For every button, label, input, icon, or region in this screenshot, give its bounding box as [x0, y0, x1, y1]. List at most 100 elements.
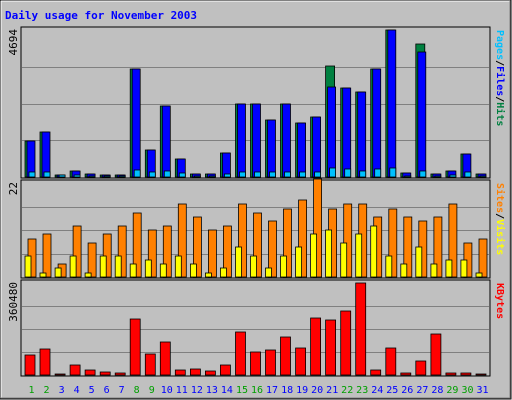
day-label-4: 4 — [74, 385, 80, 396]
day-label-22: 22 — [341, 385, 353, 396]
bar-sites-day-2 — [39, 272, 47, 278]
bar-pages-day-13 — [208, 175, 216, 178]
bar-pages-day-2 — [43, 171, 51, 178]
day-label-14: 14 — [221, 385, 233, 396]
bar-files-day-21 — [327, 86, 337, 178]
bar-visits-day-19 — [298, 199, 308, 278]
bar-pages-day-22 — [344, 168, 352, 178]
panel-frame — [20, 179, 491, 279]
day-label-5: 5 — [89, 385, 95, 396]
bar-kbytes-day-23 — [355, 282, 367, 376]
bar-kbytes-day-12 — [189, 368, 201, 376]
bar-files-day-20 — [312, 116, 322, 178]
bar-visits-day-20 — [313, 178, 323, 278]
day-label-13: 13 — [206, 385, 218, 396]
bar-kbytes-day-28 — [430, 333, 442, 376]
day-label-23: 23 — [356, 385, 368, 396]
bar-pages-day-15 — [239, 171, 246, 178]
bar-pages-day-10 — [163, 170, 171, 178]
bar-files-day-10 — [161, 105, 171, 178]
bar-files-day-8 — [131, 68, 141, 178]
panel-visits: 22 Sites/Visits — [7, 178, 506, 279]
bar-files-day-19 — [297, 122, 307, 178]
bar-visits-day-29 — [448, 203, 458, 278]
bar-pages-day-18 — [284, 171, 291, 178]
bar-kbytes-day-19 — [295, 347, 307, 376]
panel-frame — [20, 279, 491, 377]
bar-kbytes-day-29 — [445, 372, 457, 376]
bar-pages-day-1 — [28, 171, 36, 178]
bar-kbytes-day-10 — [159, 341, 171, 376]
y-axis-max-label: 360480 — [7, 282, 20, 322]
day-label-29: 29 — [446, 385, 458, 396]
bar-sites-day-13 — [204, 272, 212, 278]
bar-sites-day-22 — [340, 242, 348, 278]
bar-visits-day-5 — [87, 242, 97, 278]
bar-files-day-16 — [252, 103, 261, 178]
bar-visits-day-16 — [253, 212, 262, 278]
bar-sites-day-4 — [69, 255, 77, 278]
bar-kbytes-day-8 — [129, 318, 141, 376]
bar-pages-day-27 — [419, 170, 427, 178]
bar-visits-day-2 — [42, 233, 52, 278]
bar-visits-day-18 — [283, 208, 292, 278]
bar-sites-day-16 — [250, 255, 257, 278]
day-label-15: 15 — [236, 385, 248, 396]
bar-visits-day-31 — [478, 238, 488, 278]
bar-files-day-17 — [267, 119, 276, 178]
bar-pages-day-26 — [404, 175, 412, 178]
bar-sites-day-3 — [54, 267, 62, 278]
bar-kbytes-day-1 — [24, 354, 36, 376]
bar-pages-day-24 — [374, 168, 382, 178]
bar-pages-day-14 — [223, 173, 231, 178]
bar-kbytes-day-25 — [385, 347, 397, 376]
bar-kbytes-day-30 — [460, 372, 472, 376]
bar-pages-day-17 — [269, 171, 276, 178]
bar-sites-day-19 — [295, 246, 303, 278]
legend-label-visits: Sites/Visits — [494, 183, 506, 255]
day-label-31: 31 — [476, 385, 488, 396]
bar-kbytes-day-3 — [54, 373, 66, 376]
bar-sites-day-31 — [475, 272, 483, 278]
bar-sites-day-6 — [99, 255, 107, 278]
y-axis-max-label: 4694 — [7, 29, 20, 56]
bar-visits-day-4 — [72, 225, 82, 278]
bar-files-day-14 — [221, 152, 231, 178]
bar-kbytes-day-7 — [114, 372, 126, 376]
bar-files-day-27 — [417, 51, 427, 178]
legend-label-hits: Pages/Files/Hits — [494, 30, 506, 126]
day-label-3: 3 — [59, 385, 65, 396]
bar-visits-day-15 — [238, 203, 247, 278]
bar-pages-day-31 — [479, 175, 487, 178]
bar-pages-day-8 — [133, 169, 141, 178]
bar-kbytes-day-5 — [84, 369, 96, 376]
bar-pages-day-30 — [464, 171, 472, 178]
bar-kbytes-day-22 — [340, 310, 352, 376]
bar-kbytes-day-20 — [310, 317, 322, 376]
day-label-20: 20 — [311, 385, 323, 396]
bar-visits-day-25 — [388, 208, 398, 278]
bar-visits-day-6 — [102, 233, 112, 278]
bar-kbytes-day-13 — [204, 370, 216, 376]
day-label-6: 6 — [104, 385, 110, 396]
day-label-21: 21 — [326, 385, 338, 396]
bar-kbytes-day-21 — [325, 319, 337, 376]
bar-pages-day-7 — [118, 175, 126, 178]
bar-kbytes-day-15 — [235, 331, 246, 376]
bar-visits-day-7 — [117, 225, 127, 278]
chart-title: Daily usage for November 2003 — [5, 9, 197, 22]
bar-files-day-18 — [282, 103, 291, 178]
day-label-19: 19 — [296, 385, 308, 396]
bar-kbytes-day-27 — [415, 360, 427, 376]
bar-kbytes-day-16 — [250, 351, 261, 376]
bar-kbytes-day-26 — [400, 372, 412, 376]
day-label-30: 30 — [461, 385, 473, 396]
bar-visits-day-14 — [222, 225, 232, 278]
bar-pages-day-12 — [193, 175, 201, 178]
bar-kbytes-day-14 — [219, 364, 231, 376]
bar-sites-day-7 — [114, 255, 122, 278]
bar-pages-day-16 — [254, 171, 261, 178]
bar-visits-day-13 — [207, 229, 217, 278]
bar-sites-day-1 — [24, 255, 32, 278]
legend-item-files: Files — [494, 66, 506, 96]
